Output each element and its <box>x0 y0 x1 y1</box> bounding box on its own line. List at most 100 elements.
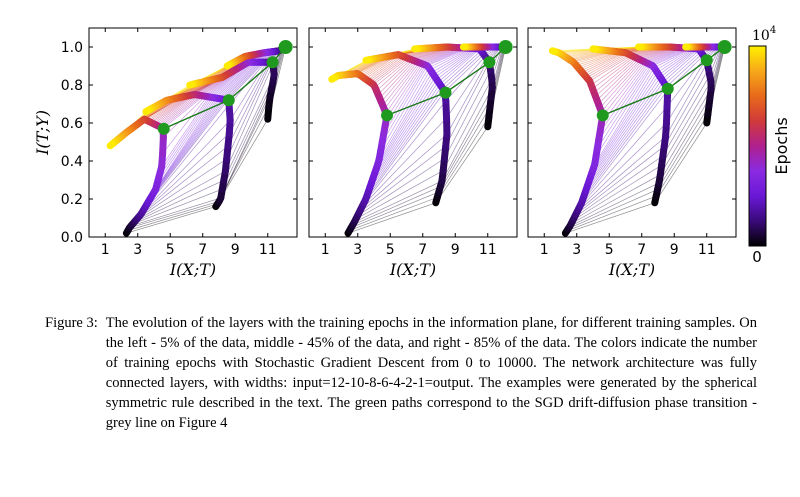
trajectory-segment <box>328 74 337 83</box>
epoch-connector <box>128 59 239 131</box>
green-point <box>157 122 170 135</box>
epoch-connector <box>137 50 280 219</box>
green-point <box>278 40 293 54</box>
information-plane-plots: 1 3 5 7 9 11 0.0 0.2 0.4 0.6 0.8 1.0 I(X;T) I(T;Y) 1 3 5… <box>33 25 791 279</box>
trajectory-segment <box>223 61 232 70</box>
trajectory-segment <box>142 107 152 116</box>
epoch-connector <box>126 46 286 234</box>
epoch-connector <box>581 46 718 204</box>
green-point <box>498 40 513 54</box>
y-tick-label: 0.8 <box>61 78 83 94</box>
x-tick-label: 11 <box>698 242 716 258</box>
epoch-connector <box>358 46 501 213</box>
x-tick-label: 7 <box>418 242 427 258</box>
x-axis-label: I(X;T) <box>389 260 436 279</box>
epoch-connector <box>572 46 722 221</box>
layer-trajectory-1 <box>106 115 167 237</box>
epoch-connector <box>155 52 268 190</box>
epoch-connector <box>574 46 722 218</box>
x-tick-label: 3 <box>353 242 362 258</box>
epoch-connector <box>566 46 725 232</box>
epoch-connector <box>130 48 284 227</box>
epoch-connector <box>144 51 275 208</box>
green-point <box>700 54 713 67</box>
y-tick-label: 0.4 <box>61 154 83 170</box>
epoch-connector <box>578 46 720 209</box>
x-tick-label: 7 <box>637 242 646 258</box>
x-tick-label: 3 <box>133 242 142 258</box>
x-tick-label: 1 <box>540 242 549 258</box>
green-point <box>439 86 452 99</box>
epoch-connector <box>347 46 506 234</box>
epoch-connector <box>162 52 263 154</box>
x-tick-label: 1 <box>101 242 110 258</box>
x-tick-label: 1 <box>321 242 330 258</box>
y-tick-label: 1.0 <box>61 40 83 56</box>
green-point <box>661 82 674 95</box>
colorbar-top-exponent: 4 <box>770 25 776 36</box>
green-path <box>163 46 287 130</box>
green-point <box>222 94 235 107</box>
caption-label: Figure 3: <box>45 315 98 331</box>
layer-trajectory-1 <box>548 47 607 237</box>
x-tick-label: 3 <box>572 242 581 258</box>
epoch-connector <box>569 46 724 227</box>
epoch-connector <box>130 59 241 130</box>
epoch-connector <box>146 51 274 206</box>
epoch-connector <box>352 46 504 226</box>
x-tick-label: 11 <box>479 242 497 258</box>
x-tick-label: 5 <box>605 242 614 258</box>
colorbar-top-label: 104 <box>752 25 776 44</box>
x-axis-label: I(X;T) <box>608 260 655 279</box>
x-tick-label: 5 <box>166 242 175 258</box>
green-path <box>602 46 726 117</box>
epoch-connector <box>361 46 500 207</box>
green-point <box>266 56 279 69</box>
epoch-connector <box>351 46 505 228</box>
x-tick-label: 5 <box>386 242 395 258</box>
y-tick-label: 0.0 <box>61 230 83 246</box>
epoch-connector <box>139 56 246 123</box>
x-tick-label: 11 <box>259 242 277 258</box>
x-tick-label: 9 <box>670 242 679 258</box>
y-tick-label: 0.2 <box>61 192 83 208</box>
epoch-connector <box>579 46 719 206</box>
epoch-connector <box>360 46 501 210</box>
epoch-connector <box>571 46 723 224</box>
x-tick-label: 9 <box>451 242 460 258</box>
epoch-connector <box>354 46 504 223</box>
colorbar-bottom-label: 0 <box>752 248 762 266</box>
green-point <box>381 109 393 122</box>
layer-trajectory-1 <box>328 70 391 237</box>
epoch-connector <box>355 46 503 220</box>
caption-text: The evolution of the layers with the tra… <box>105 315 757 431</box>
colorbar-gradient <box>748 45 767 247</box>
panel-middle: 1 3 5 7 9 11 I(X;T) <box>308 27 518 279</box>
layer-trajectory-2 <box>362 51 451 207</box>
x-axis-label: I(X;T) <box>169 260 216 279</box>
green-point <box>483 56 496 69</box>
epoch-connector <box>153 51 269 193</box>
epoch-connector <box>150 51 271 198</box>
trajectory-segment <box>106 141 116 150</box>
epoch-connector <box>131 58 242 129</box>
epoch-connector <box>147 51 273 203</box>
epoch-connector <box>565 46 725 234</box>
x-tick-label: 7 <box>198 242 207 258</box>
green-path <box>386 46 507 117</box>
y-tick-label: 0.6 <box>61 116 83 132</box>
green-point <box>717 40 732 54</box>
colorbar: 104 0 Epochs <box>748 25 791 266</box>
colorbar-label: Epochs <box>772 117 791 174</box>
x-tick-label: 9 <box>231 242 240 258</box>
panel-right: 1 3 5 7 9 11 I(X;T) <box>527 27 737 279</box>
layer-trajectory-3 <box>186 58 278 123</box>
epoch-connector <box>149 51 272 200</box>
epoch-connector <box>349 46 506 231</box>
y-axis-label: I(T;Y) <box>33 110 52 156</box>
epoch-connector <box>357 46 502 217</box>
figure-3: 1 3 5 7 9 11 0.0 0.2 0.4 0.6 0.8 1.0 I(X;T) I(T;Y) 1 3 5… <box>33 25 791 279</box>
epoch-connector <box>152 51 270 195</box>
epoch-connector <box>575 46 721 215</box>
figure-caption: Figure 3: The evolution of the layers wi… <box>45 313 757 433</box>
